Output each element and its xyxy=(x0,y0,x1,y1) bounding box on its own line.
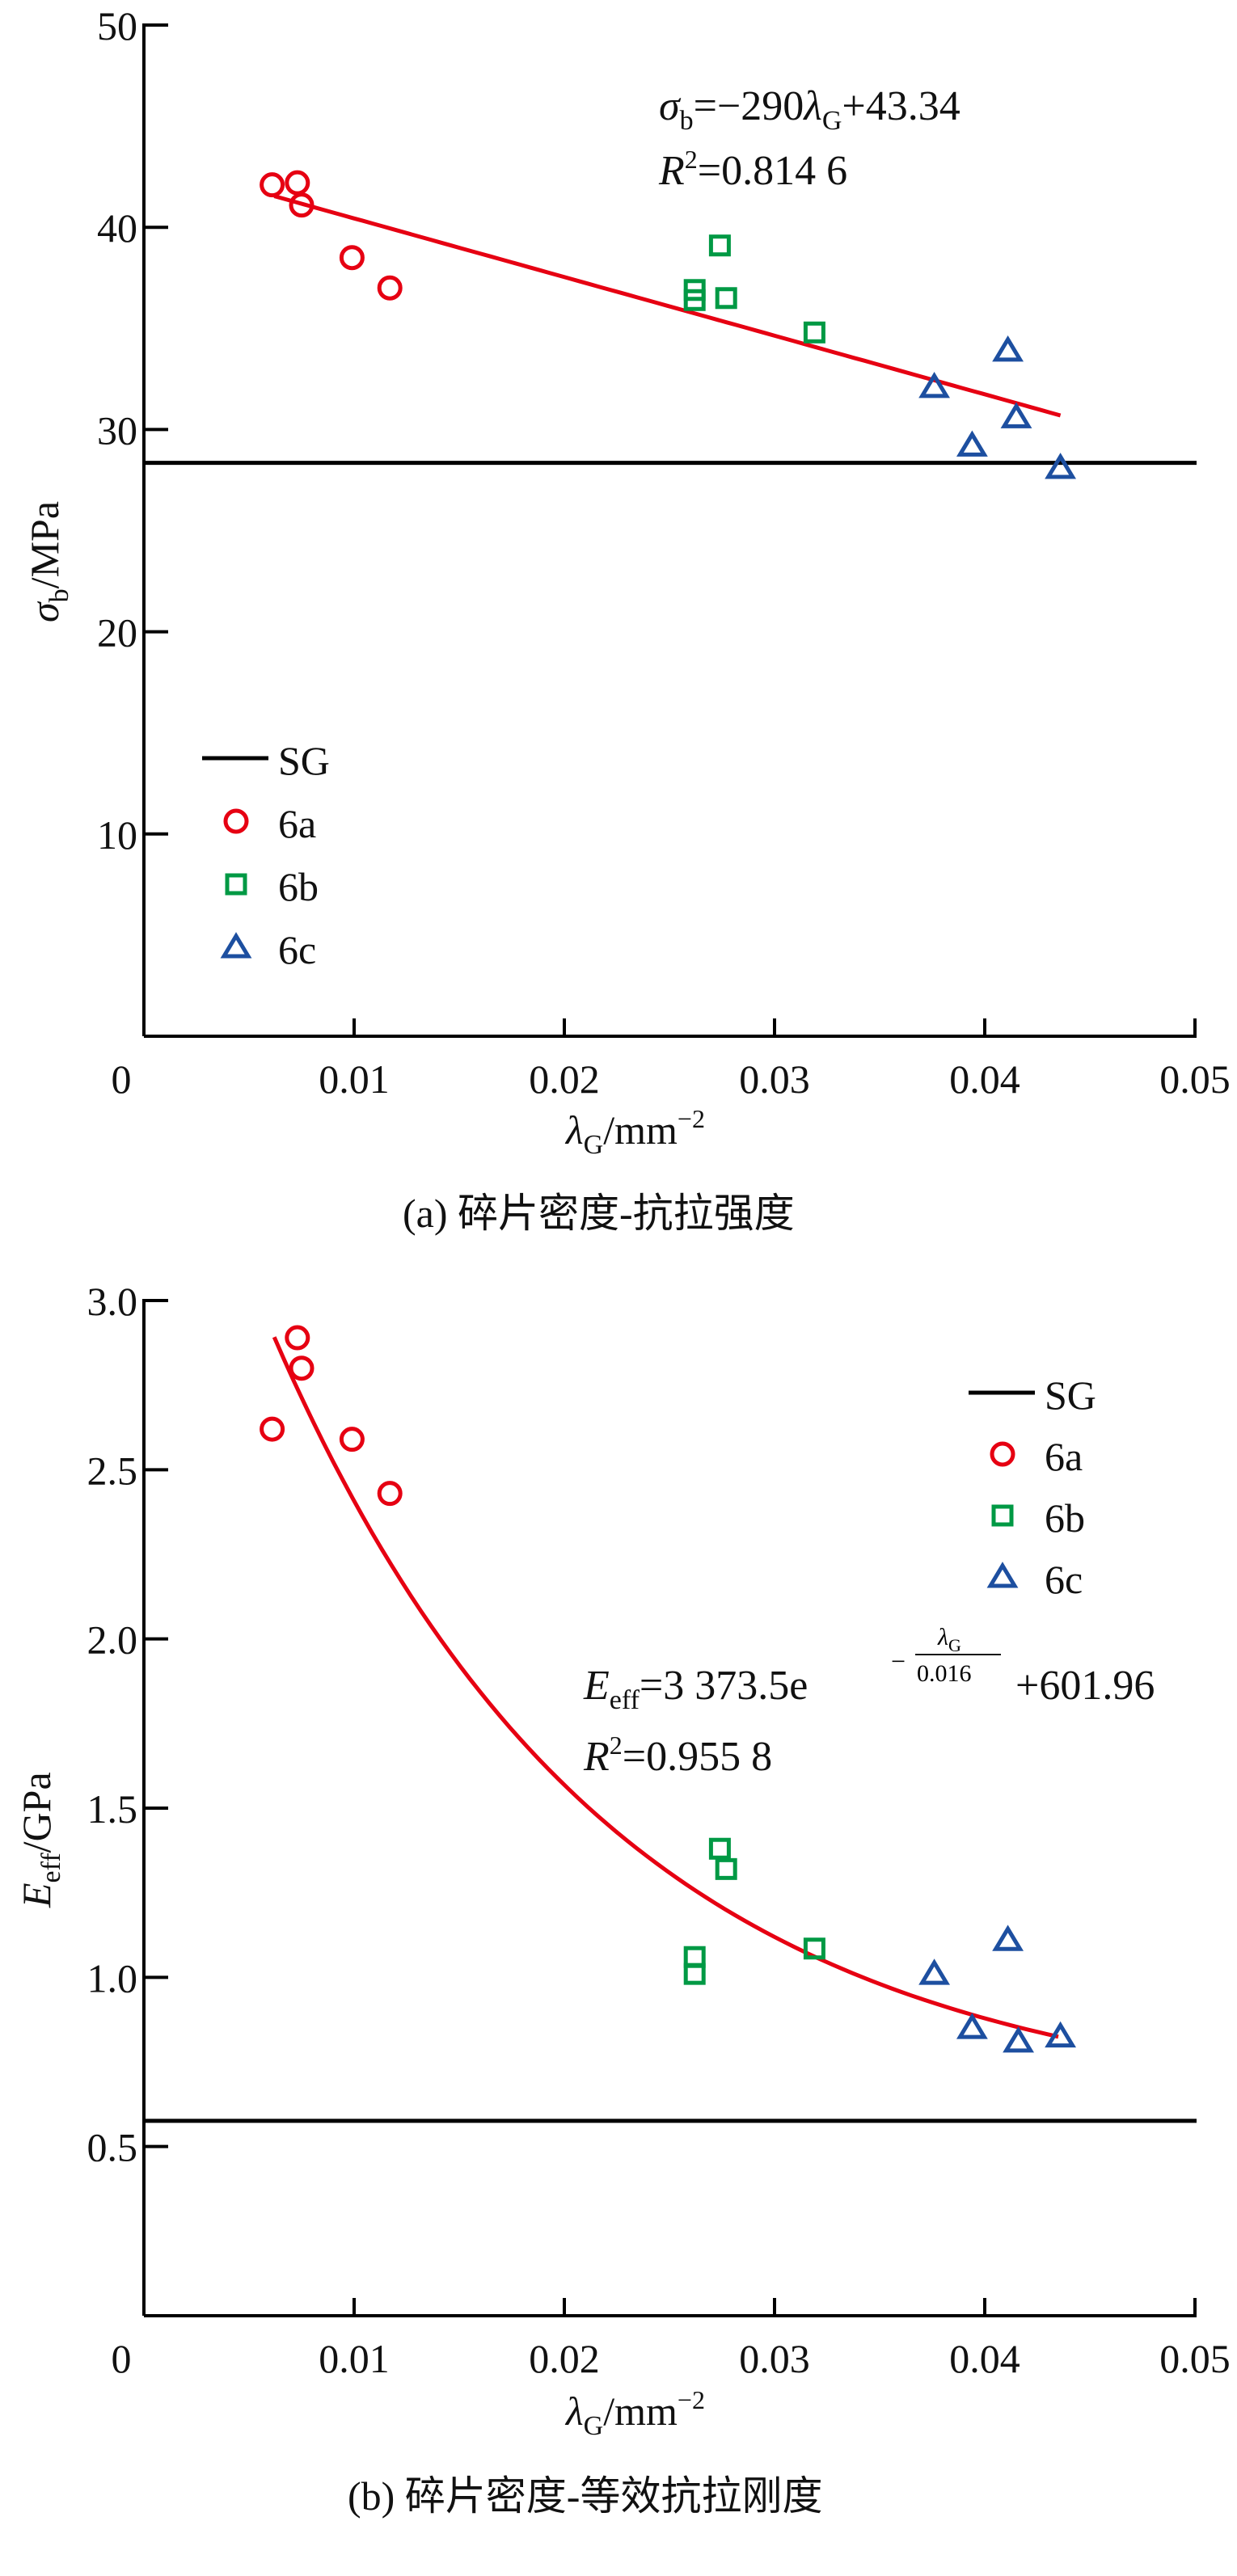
y-tick-label: 20 xyxy=(97,610,137,656)
data-point-6c xyxy=(918,1958,951,1985)
data-point-6a xyxy=(285,1325,310,1351)
x-tick-label: 0.02 xyxy=(529,2336,600,2381)
data-point-6c xyxy=(1045,453,1077,479)
x-tick-label: 0 xyxy=(112,2336,132,2381)
legend-label-6c: 6c xyxy=(1045,1557,1083,1602)
legend-label-6a: 6a xyxy=(278,801,316,846)
data-point-6a xyxy=(289,192,315,218)
chart-b-equivalent-stiffness: 0 0.01 0.02 0.03 0.04 0.05 0.5 1.0 1.5 2.0 2.5 3.0 S… xyxy=(14,1279,1231,2519)
legend-marker-6b xyxy=(225,873,247,896)
data-point-6c xyxy=(918,371,951,398)
y-tick-label: 0.5 xyxy=(87,2125,138,2170)
y-tick-label: 50 xyxy=(97,3,137,48)
y-axis-label-b: Eeff/GPa xyxy=(14,1772,66,1908)
fit-curve xyxy=(272,1336,1059,2039)
x-tick-label: 0.02 xyxy=(529,1056,600,1102)
legend-marker-6c xyxy=(220,932,252,959)
legend-label-6b: 6b xyxy=(278,864,319,909)
y-tick-label: 1.5 xyxy=(87,1786,138,1832)
equation-a: σb=−290λG+43.34 xyxy=(659,83,960,136)
y-tick-label: 1.0 xyxy=(87,1955,138,2001)
x-tick-label: 0.03 xyxy=(739,2336,810,2381)
x-tick-label: 0.01 xyxy=(319,1056,390,1102)
data-point-6c xyxy=(992,1925,1024,1951)
legend-marker-6c xyxy=(986,1562,1019,1588)
legend-label-6a: 6a xyxy=(1045,1434,1083,1479)
x-tick-label: 0.05 xyxy=(1159,1056,1231,1102)
x-axis-label-b: λG/mm−2 xyxy=(564,2385,705,2441)
fit-curve xyxy=(273,194,1062,418)
data-point-6b xyxy=(708,1837,731,1860)
data-point-6c xyxy=(1003,2026,1035,2053)
y-tick-label: 2.5 xyxy=(87,1448,138,1493)
x-tick-label: 0.04 xyxy=(949,1056,1020,1102)
data-point-6b xyxy=(803,321,825,344)
caption-a: (a) 碎片密度-抗拉强度 xyxy=(403,1191,795,1236)
legend-marker-6b xyxy=(991,1504,1014,1527)
legend-marker-6a xyxy=(223,808,249,834)
data-point-6b xyxy=(803,1937,825,1960)
y-tick-label: 40 xyxy=(97,205,137,251)
data-point-6b xyxy=(683,289,706,311)
data-point-6a xyxy=(260,172,285,198)
data-point-6a xyxy=(260,1416,285,1442)
data-point-6a xyxy=(377,1481,403,1507)
data-point-6c xyxy=(956,2013,988,2039)
data-point-6b xyxy=(715,1857,737,1880)
x-tick-label: 0.04 xyxy=(949,2336,1020,2381)
data-point-6a xyxy=(377,275,403,301)
data-point-6c xyxy=(956,430,988,457)
data-point-6c xyxy=(1000,402,1032,428)
equation-b: Eeff=3 373.5e xyxy=(583,1663,808,1715)
data-point-6a xyxy=(289,1355,315,1381)
y-tick-label: 3.0 xyxy=(87,1279,138,1324)
r-squared-b: R2=0.955 8 xyxy=(583,1731,772,1780)
data-point-6c xyxy=(1045,2021,1077,2048)
x-tick-label: 0.05 xyxy=(1159,2336,1231,2381)
equation-b-exponent-den: 0.016 xyxy=(917,1660,972,1687)
caption-b: (b) 碎片密度-等效抗拉刚度 xyxy=(348,2473,822,2519)
data-point-6b xyxy=(708,234,731,257)
x-tick-label: 0.01 xyxy=(319,2336,390,2381)
y-axis-label-a: σb/MPa xyxy=(22,501,74,622)
equation-b-tail: +601.96 xyxy=(1015,1663,1155,1709)
r-squared-a: R2=0.814 6 xyxy=(658,145,847,194)
chart-a-tensile-strength: 0 0.01 0.02 0.03 0.04 0.051020304050SG6a6b6c … xyxy=(22,3,1231,1236)
x-axis-label-a: λG/mm−2 xyxy=(564,1104,705,1160)
x-tick-label: 0 xyxy=(112,1056,132,1102)
legend-marker-6a xyxy=(990,1441,1015,1467)
data-point-6b xyxy=(715,287,737,310)
equation-b-exponent-sign: − xyxy=(891,1646,906,1676)
data-point-6c xyxy=(992,335,1024,362)
y-tick-label: 30 xyxy=(97,407,137,453)
data-point-6a xyxy=(285,170,310,196)
x-tick-label: 0.03 xyxy=(739,1056,810,1102)
legend-label-6c: 6c xyxy=(278,927,316,972)
legend-label-sg: SG xyxy=(1045,1372,1096,1418)
y-tick-label: 10 xyxy=(97,812,137,858)
y-tick-label: 2.0 xyxy=(87,1617,138,1663)
data-point-6a xyxy=(339,245,365,271)
legend-label-6b: 6b xyxy=(1045,1495,1085,1541)
legend-label-sg: SG xyxy=(278,738,330,783)
equation-b-exponent-num: λG xyxy=(937,1624,961,1655)
data-point-6a xyxy=(339,1427,365,1452)
data-point-6b xyxy=(683,1963,706,1985)
